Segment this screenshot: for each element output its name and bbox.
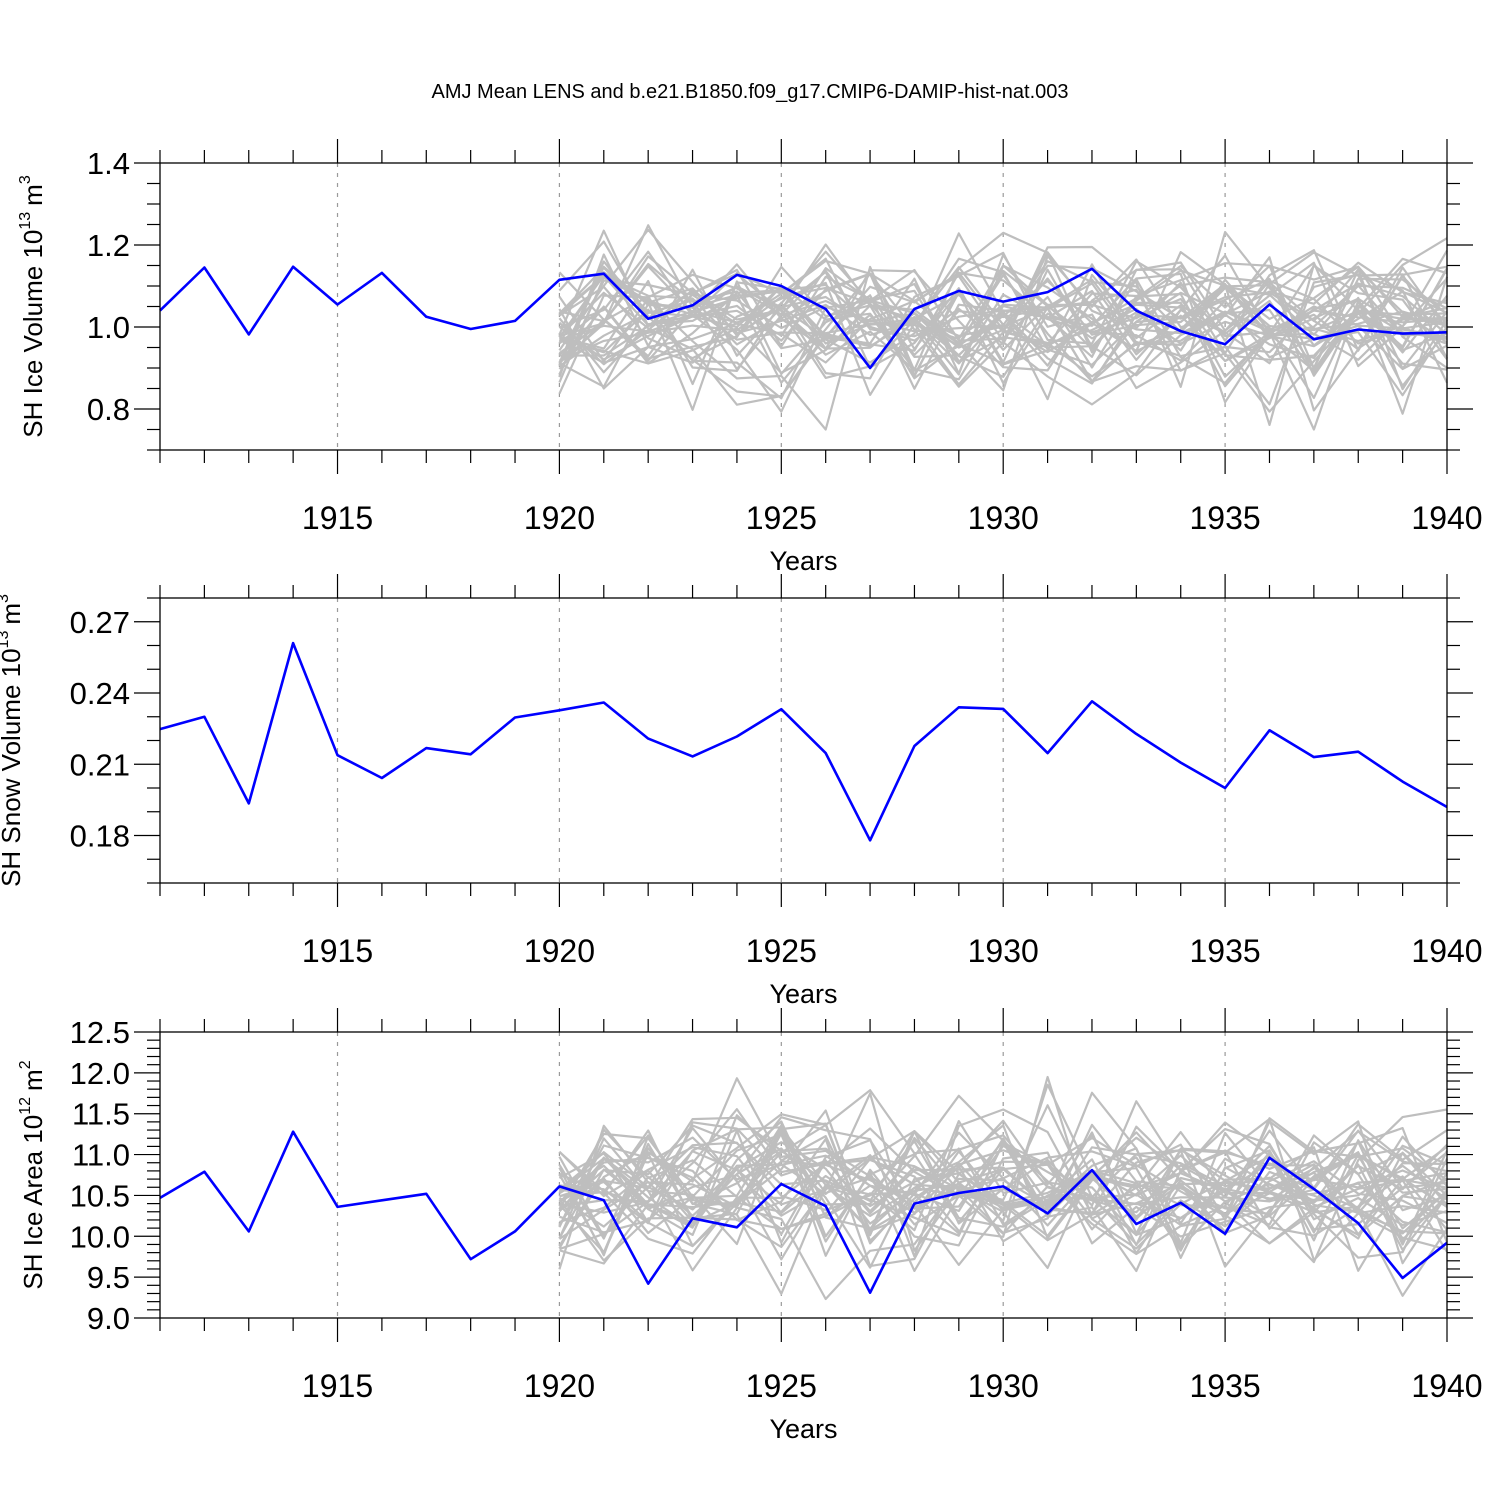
x-tick-label-1925: 1925 — [746, 933, 817, 969]
ensemble-member-line — [558, 254, 1448, 412]
y-tick-label-10.0: 10.0 — [70, 1219, 130, 1254]
ensemble-lines — [558, 224, 1449, 431]
x-tick-label-1925: 1925 — [746, 500, 817, 536]
y-axis-label-unit-exponent: 3 — [0, 594, 12, 603]
ensemble-member-line — [559, 1125, 1448, 1261]
y-axis-label: SH Snow Volume 1013 m3 — [0, 594, 26, 887]
x-tick-label-1935: 1935 — [1190, 933, 1261, 969]
x-axis-label: Years — [769, 546, 837, 576]
ensemble-member-line — [558, 1124, 1448, 1240]
ensemble-member-line — [558, 251, 1448, 375]
y-tick-label-1.2: 1.2 — [87, 228, 130, 263]
main-series-line — [159, 1130, 1448, 1294]
y-axis-label-text: SH Ice Volume 10 — [18, 230, 48, 438]
panel-ice-volume: 1915 1920 1925 1930 1935 1940 0.8 1.0 1.2 1.4 Year… — [17, 139, 1483, 576]
x-tick-label-1935: 1935 — [1190, 1368, 1261, 1404]
y-tick-label-0.21: 0.21 — [70, 747, 130, 782]
y-axis-label-exponent: 13 — [0, 631, 12, 649]
y-tick-label-1.4: 1.4 — [87, 146, 130, 181]
ensemble-member-line — [558, 1120, 1448, 1265]
y-axis-label-exponent: 13 — [17, 212, 34, 230]
y-tick-label-9.0: 9.0 — [87, 1301, 130, 1336]
ensemble-member-line — [559, 1121, 1448, 1242]
ensemble-member-line — [558, 237, 1448, 413]
ensemble-member-line — [558, 1108, 1448, 1264]
y-axis-label-unit-exponent: 2 — [17, 1060, 34, 1069]
main-series-line — [159, 641, 1448, 842]
ensemble-member-line — [559, 1130, 1448, 1235]
main-series-line — [159, 265, 1448, 370]
y-tick-label-0.8: 0.8 — [87, 392, 130, 427]
figure-title: AMJ Mean LENS and b.e21.B1850.f09_g17.CM… — [431, 81, 1068, 103]
x-tick-label-1940: 1940 — [1411, 1368, 1482, 1404]
x-tick-label-1920: 1920 — [524, 933, 595, 969]
ensemble-member-line — [558, 1129, 1448, 1244]
panel-snow-volume: 1915 1920 1925 1930 1935 1940 0.18 0.21 0.24 0.27… — [0, 574, 1483, 1009]
ensemble-member-line — [558, 271, 1448, 406]
ensemble-member-line — [559, 1113, 1448, 1255]
y-tick-label-9.5: 9.5 — [87, 1260, 130, 1295]
x-tick-label-1915: 1915 — [302, 1368, 373, 1404]
y-tick-label-0.27: 0.27 — [70, 605, 130, 640]
x-tick-label-1925: 1925 — [746, 1368, 817, 1404]
y-tick-label-1.0: 1.0 — [87, 310, 130, 345]
x-tick-label-1935: 1935 — [1190, 500, 1261, 536]
y-axis-label: SH Ice Area 1012 m2 — [17, 1060, 48, 1289]
x-tick-label-1930: 1930 — [968, 500, 1039, 536]
y-axis-label-text: SH Snow Volume 10 — [0, 648, 26, 886]
x-tick-label-1930: 1930 — [968, 1368, 1039, 1404]
ensemble-member-line — [558, 1131, 1448, 1241]
y-axis-label-exponent: 12 — [17, 1097, 34, 1115]
y-axis-label-unit: m — [18, 184, 48, 206]
x-tick-label-1915: 1915 — [302, 500, 373, 536]
ensemble-member-line — [559, 1119, 1448, 1245]
plot-frame — [159, 1031, 1448, 1319]
y-tick-label-12.5: 12.5 — [70, 1015, 130, 1050]
ensemble-member-line — [558, 261, 1448, 377]
plot-frame — [159, 597, 1448, 884]
y-tick-label-10.5: 10.5 — [70, 1178, 130, 1213]
ensemble-member-line — [558, 1083, 1448, 1301]
y-tick-label-11.0: 11.0 — [72, 1138, 130, 1173]
ensemble-member-line — [558, 1089, 1448, 1255]
y-tick-label-12.0: 12.0 — [70, 1056, 130, 1091]
x-tick-label-1940: 1940 — [1411, 933, 1482, 969]
y-axis-label-unit: m — [0, 603, 26, 625]
x-axis-label: Years — [769, 1414, 837, 1444]
ensemble-member-line — [558, 257, 1448, 426]
ensemble-member-line — [558, 265, 1448, 431]
ensemble-member-line — [558, 249, 1448, 395]
y-tick-label-0.24: 0.24 — [70, 676, 130, 711]
x-tick-label-1920: 1920 — [524, 1368, 595, 1404]
chart-panels: 1915 1920 1925 1930 1935 1940 0.8 1.0 1.2 1.4 Year… — [0, 139, 1483, 1444]
y-axis-label-text: SH Ice Area 10 — [18, 1115, 48, 1290]
ensemble-member-line — [558, 281, 1448, 399]
panel-ice-area: 1915 1920 1925 1930 1935 1940 9.0 9.5 10.0 10.5 11… — [17, 1008, 1483, 1444]
y-tick-label-0.18: 0.18 — [70, 819, 130, 854]
y-axis-label-unit-exponent: 3 — [17, 175, 34, 184]
ensemble-lines — [558, 1075, 1449, 1301]
x-tick-label-1940: 1940 — [1411, 500, 1482, 536]
ensemble-member-line — [558, 1124, 1448, 1270]
x-axis-label: Years — [769, 979, 837, 1009]
ensemble-member-line — [558, 267, 1448, 370]
y-axis-label-unit: m — [18, 1069, 48, 1091]
x-tick-label-1920: 1920 — [524, 500, 595, 536]
y-tick-label-11.5: 11.5 — [72, 1097, 130, 1132]
x-tick-label-1930: 1930 — [968, 933, 1039, 969]
y-axis-label: SH Ice Volume 1013 m3 — [17, 175, 48, 438]
x-tick-label-1915: 1915 — [302, 933, 373, 969]
